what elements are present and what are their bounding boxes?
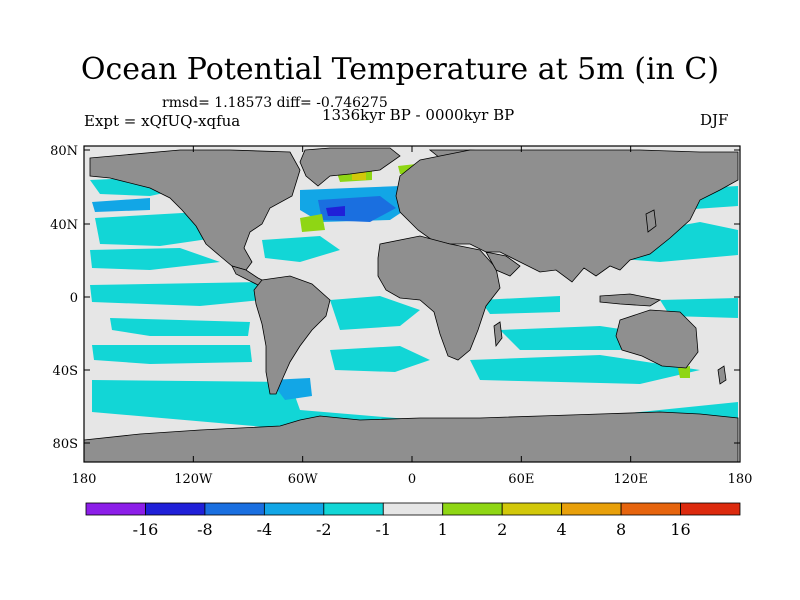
colorbar-label: -16 bbox=[133, 520, 159, 539]
anomaly-cyan-patch bbox=[330, 346, 430, 372]
colorbar-swatch bbox=[442, 502, 503, 516]
land-indonesia bbox=[599, 293, 662, 307]
longitude-tick-label: 0 bbox=[408, 472, 416, 487]
land-antarctica bbox=[83, 411, 739, 463]
land-africa bbox=[377, 235, 501, 361]
colorbar-swatch bbox=[561, 502, 622, 516]
colorbar-label: -4 bbox=[257, 520, 273, 539]
longitude-tick-label: 60W bbox=[288, 472, 319, 487]
time-period: 1336kyr BP - 0000kyr BP bbox=[322, 106, 515, 124]
colorbar: -16 -8 -4 -2 -1 1 2 4 8 16 bbox=[85, 502, 741, 539]
land-australia bbox=[615, 309, 699, 369]
anomaly-green-patch bbox=[300, 214, 325, 232]
colorbar-label: -8 bbox=[197, 520, 213, 539]
land-arabia bbox=[485, 251, 521, 277]
colorbar-label: 4 bbox=[557, 520, 567, 539]
experiment-label: Expt = xQfUQ-xqfua bbox=[84, 112, 241, 130]
anomaly-green-patch bbox=[678, 366, 690, 378]
chart-title: Ocean Potential Temperature at 5m (in C) bbox=[80, 52, 720, 87]
longitude-tick-label: 120E bbox=[614, 472, 648, 487]
latitude-tick-label: 40S bbox=[53, 364, 78, 379]
longitude-tick-label: 180 bbox=[72, 472, 97, 487]
anomaly-cyan-patch bbox=[90, 282, 262, 306]
colorbar-label: 1 bbox=[438, 520, 448, 539]
anomaly-darkblue-patch bbox=[326, 206, 345, 216]
anomaly-patches bbox=[90, 164, 738, 430]
latitude-tick-label: 80S bbox=[53, 437, 78, 452]
longitude-axis: 180 120W 60W 0 60E 120E 180 bbox=[72, 146, 753, 487]
anomaly-cyan-patch bbox=[470, 355, 700, 384]
longitude-tick-label: 120W bbox=[174, 472, 213, 487]
colorbar-label: 8 bbox=[616, 520, 626, 539]
anomaly-olive-patch bbox=[352, 172, 366, 180]
latitude-axis: 80N 40N 0 40S 80S bbox=[50, 144, 740, 452]
latitude-tick-label: 0 bbox=[70, 291, 78, 306]
colorbar-swatch bbox=[501, 502, 563, 516]
latitude-tick-label: 40N bbox=[50, 218, 78, 233]
anomaly-cyan-patch bbox=[92, 380, 738, 430]
land-greenland bbox=[299, 147, 401, 187]
anomaly-cyan-patch bbox=[90, 248, 220, 270]
land-madagascar bbox=[493, 321, 503, 348]
colorbar-swatch bbox=[382, 502, 444, 516]
land-japan bbox=[645, 209, 657, 233]
anomaly-cyan-patch bbox=[480, 296, 560, 314]
colorbar-swatch bbox=[204, 502, 265, 516]
latitude-tick-label: 80N bbox=[50, 144, 78, 159]
anomaly-cyan-patch bbox=[110, 318, 250, 336]
colorbar-label: -1 bbox=[375, 520, 391, 539]
colorbar-swatch bbox=[620, 502, 681, 516]
colorbar-label: 2 bbox=[497, 520, 507, 539]
colorbar-swatch bbox=[323, 502, 384, 516]
rmsd-stats: rmsd= 1.18573 diff= -0.746275 bbox=[162, 95, 388, 111]
anomaly-cyan-patch bbox=[330, 296, 420, 330]
colorbar-swatch bbox=[85, 502, 146, 516]
longitude-tick-label: 60E bbox=[508, 472, 534, 487]
anomaly-cyan-patch bbox=[92, 345, 252, 364]
longitude-tick-label: 180 bbox=[728, 472, 753, 487]
anomaly-cyan-patch bbox=[262, 236, 340, 262]
land-masses bbox=[83, 147, 739, 463]
land-south-america bbox=[253, 275, 331, 395]
anomaly-lightblue-patch bbox=[92, 198, 150, 212]
colorbar-label: 16 bbox=[670, 520, 690, 539]
colorbar-swatch bbox=[680, 502, 741, 516]
colorbar-swatch bbox=[263, 502, 325, 516]
land-new-zealand bbox=[717, 365, 727, 385]
anomaly-cyan-patch bbox=[95, 212, 215, 246]
colorbar-label: -2 bbox=[316, 520, 332, 539]
season-label: DJF bbox=[700, 111, 729, 129]
colorbar-swatch bbox=[145, 502, 206, 516]
